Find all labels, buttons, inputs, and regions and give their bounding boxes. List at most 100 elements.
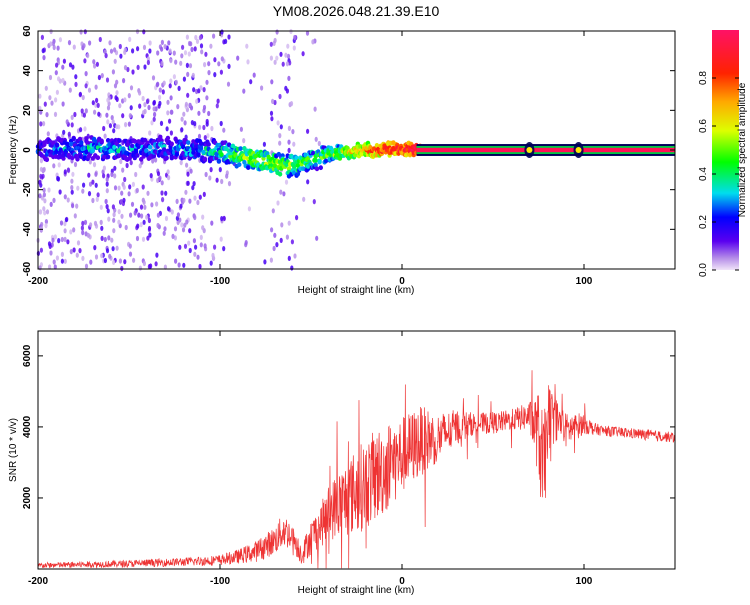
spectrogram-cell bbox=[120, 213, 124, 219]
spectrogram-cell bbox=[196, 254, 200, 260]
spectrogram-cell bbox=[52, 163, 56, 169]
snr-background bbox=[38, 331, 675, 569]
spectrogram-cell bbox=[244, 240, 248, 246]
spectrogram-cell bbox=[152, 100, 156, 106]
spectrogram-cell bbox=[269, 41, 273, 47]
spectrogram-cell bbox=[60, 236, 64, 243]
spectrogram-cell bbox=[207, 70, 211, 76]
spectrogram-cell bbox=[137, 212, 141, 218]
spectrogram-cell bbox=[96, 102, 100, 108]
spectrogram-cell bbox=[56, 45, 60, 51]
spectrogram-cell bbox=[107, 235, 111, 241]
spectrogram-cell bbox=[178, 244, 182, 250]
spectrogram-cell bbox=[124, 122, 128, 128]
spectrogram-cell bbox=[49, 250, 53, 256]
ridge-cell bbox=[206, 142, 211, 147]
spectrogram-cell bbox=[284, 85, 288, 91]
spectrogram-cell bbox=[112, 212, 116, 218]
spectrogram-cell bbox=[199, 43, 204, 49]
spectrogram-cell bbox=[177, 85, 181, 91]
spectrogram-cell bbox=[154, 261, 158, 267]
spectrogram-cell bbox=[57, 76, 61, 82]
spectrogram-cell bbox=[227, 63, 231, 69]
spectrogram-cell bbox=[220, 29, 224, 35]
ridge-cell bbox=[44, 157, 50, 163]
spectrogram-cell bbox=[285, 61, 289, 67]
spectrogram-cell bbox=[83, 58, 87, 64]
snr-panel: -200 -100 0 100 2000 4000 6000 Height of stra… bbox=[8, 330, 676, 596]
spectrogram-cell bbox=[112, 217, 116, 223]
spectrogram-cell bbox=[188, 198, 192, 204]
spectrogram-cell bbox=[146, 190, 150, 196]
spectrogram-cell bbox=[203, 243, 207, 249]
spectrogram-cell bbox=[73, 213, 77, 219]
x-tick-label: 0 bbox=[399, 576, 405, 587]
spectrogram-cell bbox=[276, 120, 280, 126]
spectrogram-cell bbox=[220, 56, 224, 62]
spectrogram-cell bbox=[42, 166, 46, 173]
spectrogram-cell bbox=[287, 125, 291, 131]
spectrogram-cell bbox=[39, 209, 43, 215]
ridge-cell bbox=[169, 141, 174, 147]
x-tick-label: -200 bbox=[28, 276, 48, 287]
ridge-cell bbox=[237, 162, 242, 168]
spectrogram-cell bbox=[207, 110, 211, 117]
spectrogram-cell bbox=[148, 40, 152, 46]
spectrogram-cell bbox=[71, 171, 75, 177]
spectrogram-cell bbox=[45, 209, 50, 215]
spectrogram-cell bbox=[81, 230, 85, 236]
spectrogram-cell bbox=[278, 140, 282, 146]
spectrogram-cell bbox=[93, 245, 97, 251]
ridge-cell bbox=[186, 140, 191, 146]
spectrogram-cell bbox=[160, 60, 164, 67]
spectrogram-cell bbox=[270, 79, 274, 85]
spectrogram-cell bbox=[141, 95, 145, 102]
spectrogram-cell bbox=[284, 179, 289, 185]
spectrogram-cell bbox=[83, 126, 87, 132]
snr-series-line bbox=[37, 370, 676, 569]
spectrogram-cell bbox=[106, 97, 110, 103]
spectrogram-cell bbox=[94, 182, 98, 188]
spectrogram-cell bbox=[270, 116, 274, 122]
spectrogram-cell bbox=[88, 40, 92, 46]
spectrogram-cell bbox=[75, 203, 79, 209]
ridge-cell bbox=[117, 138, 122, 144]
spectrogram-cell bbox=[82, 43, 86, 49]
spectrogram-cell bbox=[70, 189, 74, 195]
spectrogram-cell bbox=[219, 236, 223, 242]
spectrogram-cell bbox=[275, 29, 279, 35]
spectrogram-cell bbox=[81, 220, 85, 226]
spectrogram-cell bbox=[112, 228, 116, 234]
spectrogram-cell bbox=[275, 55, 279, 61]
spectrogram-cell bbox=[106, 105, 111, 111]
spectrogram-cell bbox=[91, 100, 95, 106]
y-tick-label: 60 bbox=[22, 25, 33, 37]
spectrogram-cell bbox=[87, 191, 92, 197]
spectrogram-cell bbox=[72, 44, 76, 50]
spectrogram-cell bbox=[158, 87, 162, 93]
spectrogram-cell bbox=[39, 247, 44, 253]
spectrogram-cell bbox=[210, 125, 214, 132]
spectrogram-cell bbox=[166, 169, 170, 175]
spectrogram-cell bbox=[43, 101, 47, 107]
spectrogram-cell bbox=[156, 177, 160, 184]
spectrogram-cell bbox=[83, 29, 87, 35]
y-tick-label: 0 bbox=[22, 147, 33, 153]
spectrogram-cell bbox=[180, 116, 184, 122]
spectrogram-cell bbox=[102, 165, 106, 171]
spectrogram-cell bbox=[84, 71, 88, 77]
spectrogram-cell bbox=[129, 160, 133, 166]
colorbar-gradient bbox=[712, 30, 739, 270]
spectrogram-y-label: Frequency (Hz) bbox=[8, 116, 19, 185]
spectrogram-cell bbox=[127, 191, 131, 197]
spectrogram-cell bbox=[117, 209, 121, 215]
spectrogram-cell bbox=[68, 62, 73, 68]
spectrogram-cell bbox=[55, 255, 60, 261]
ridge-cell bbox=[294, 155, 299, 161]
x-tick-label: 100 bbox=[576, 576, 593, 587]
x-tick-label: 100 bbox=[576, 276, 593, 287]
spectrogram-cell bbox=[143, 108, 147, 115]
spectrogram-cell bbox=[115, 245, 119, 251]
spectrogram-cell bbox=[171, 233, 175, 239]
spectrogram-cell bbox=[105, 181, 109, 187]
